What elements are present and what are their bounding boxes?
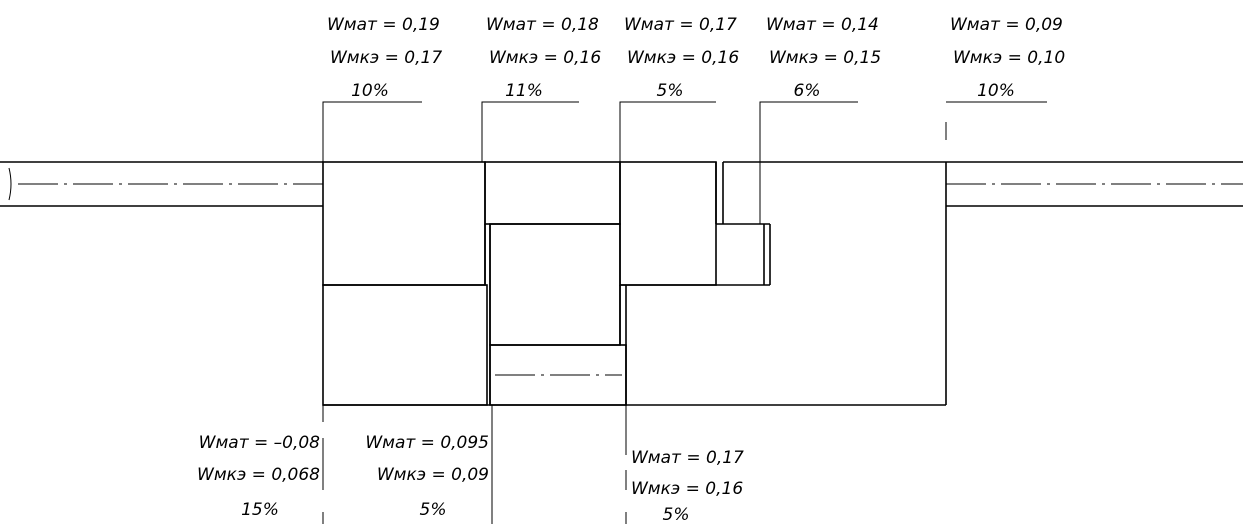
shaft-right	[946, 161, 1243, 207]
block-upper-left	[322, 161, 486, 286]
w-mat-label: Wмат = 0,095	[365, 433, 489, 453]
w-mkz-label: Wмкэ = 0,16	[631, 479, 743, 499]
annotation-top-2: Wмат = 0,18 Wмкэ = 0,16 11%	[486, 15, 601, 101]
block-lower-left	[322, 284, 488, 406]
w-mat-label: Wмат = 0,17	[624, 15, 737, 35]
annotation-top-1: Wмат = 0,19 Wмкэ = 0,17 10%	[327, 15, 442, 101]
leaders-top	[322, 101, 1047, 224]
block-upper-right-middle	[619, 161, 717, 286]
percent-label: 5%	[663, 505, 690, 524]
w-mat-label: Wмат = –0,08	[199, 433, 321, 453]
percent-label: 6%	[794, 81, 821, 101]
block-center-insert	[489, 223, 621, 346]
percent-label: 5%	[420, 500, 447, 520]
annotation-top-3: Wмат = 0,17 Wмкэ = 0,16 5%	[624, 15, 739, 101]
w-mkz-label: Wмкэ = 0,16	[627, 48, 739, 68]
annotation-top-5: Wмат = 0,09 Wмкэ = 0,10 10%	[950, 15, 1065, 101]
w-mkz-label: Wмкэ = 0,10	[953, 48, 1065, 68]
annotation-bottom-1: Wмат = –0,08 Wмкэ = 0,068 15%	[197, 433, 320, 520]
shaft-left	[0, 161, 323, 207]
percent-label: 10%	[351, 81, 389, 101]
percent-label: 10%	[977, 81, 1015, 101]
percent-label: 15%	[241, 500, 279, 520]
percent-label: 5%	[657, 81, 684, 101]
w-mkz-label: Wмкэ = 0,16	[489, 48, 601, 68]
w-mkz-label: Wмкэ = 0,15	[769, 48, 881, 68]
leaders-bottom	[322, 405, 627, 524]
w-mkz-label: Wмкэ = 0,09	[377, 465, 489, 485]
w-mat-label: Wмат = 0,14	[766, 15, 879, 35]
percent-label: 11%	[505, 81, 543, 101]
annotation-top-4: Wмат = 0,14 Wмкэ = 0,15 6%	[766, 15, 881, 101]
annotation-bottom-2: Wмат = 0,095 Wмкэ = 0,09 5%	[365, 433, 489, 520]
w-mat-label: Wмат = 0,19	[327, 15, 440, 35]
w-mkz-label: Wмкэ = 0,068	[197, 465, 320, 485]
w-mat-label: Wмат = 0,09	[950, 15, 1063, 35]
w-mkz-label: Wмкэ = 0,17	[330, 48, 442, 68]
die-body	[322, 161, 947, 406]
block-top-middle	[484, 161, 621, 225]
w-mat-label: Wмат = 0,18	[486, 15, 599, 35]
w-mat-label: Wмат = 0,17	[631, 448, 744, 468]
annotation-bottom-3: Wмат = 0,17 Wмкэ = 0,16 5%	[631, 448, 744, 524]
